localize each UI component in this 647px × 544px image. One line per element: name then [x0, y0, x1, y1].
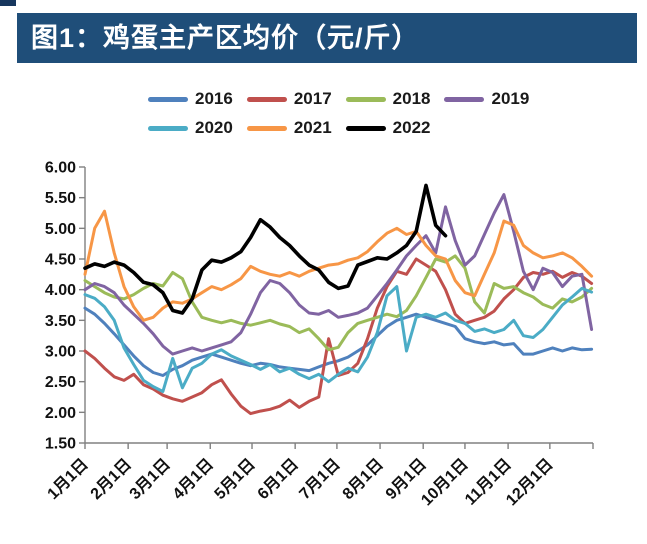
legend-item-2018: 2018 [345, 89, 431, 109]
chart-title-banner: 图1：鸡蛋主产区均价（元/斤） [17, 13, 637, 63]
legend-label: 2016 [195, 89, 233, 108]
legend-swatch-icon [345, 125, 386, 131]
x-axis-tick-label: 5月1日 [211, 455, 259, 503]
legend-label: 2019 [491, 89, 530, 108]
y-axis-tick-label: 5.00 [45, 221, 76, 238]
legend-swatch-icon [246, 96, 287, 102]
y-axis-tick-label: 2.00 [45, 405, 76, 422]
legend-item-2016: 2016 [148, 89, 233, 109]
x-axis-tick-label: 7月1日 [296, 455, 344, 503]
y-axis-tick-label: 4.00 [45, 282, 76, 299]
legend-item-2020: 2020 [148, 118, 233, 138]
y-axis-tick-label: 3.00 [45, 344, 76, 361]
series-line-2022 [83, 183, 448, 315]
y-axis-tick-label: 5.50 [45, 190, 76, 207]
legend-label: 2017 [293, 89, 332, 108]
legend-swatch-icon [444, 96, 485, 102]
y-axis-tick-label: 1.50 [45, 436, 76, 453]
series-line-2021 [83, 209, 594, 322]
legend-item-2017: 2017 [246, 89, 332, 109]
legend-label: 2018 [392, 89, 431, 108]
x-axis-tick-label: 3月1日 [126, 455, 174, 503]
x-axis-tick-label: 12月1日 [502, 455, 556, 509]
series-line-2019 [83, 193, 594, 356]
x-axis-tick-label: 1月1日 [44, 455, 92, 503]
series-line-2020 [83, 285, 594, 393]
chart-title: 图1：鸡蛋主产区均价（元/斤） [31, 23, 420, 53]
top-accent-bar [0, 0, 16, 6]
legend-swatch-icon [246, 125, 287, 131]
legend-row: 2016 2017 2018 2019 [148, 89, 529, 109]
y-axis-tick-label: 3.50 [45, 313, 76, 330]
x-axis-tick-label: 4月1日 [169, 455, 217, 503]
legend-item-2021: 2021 [246, 118, 332, 138]
x-axis-tick-label: 2月1日 [87, 455, 135, 503]
legend-item-2019: 2019 [444, 89, 529, 109]
x-axis-tick-label: 8月1日 [339, 455, 387, 503]
legend-label: 2021 [293, 118, 332, 137]
x-axis-tick-label: 10月1日 [418, 455, 472, 509]
y-axis-tick-label: 6.00 [45, 160, 76, 177]
legend-label: 2022 [392, 118, 431, 137]
x-axis-tick-label: 6月1日 [254, 455, 302, 503]
legend-item-2022: 2022 [345, 118, 431, 138]
y-axis-tick-label: 4.50 [45, 252, 76, 269]
legend-swatch-icon [148, 125, 188, 131]
legend-swatch-icon [148, 96, 188, 102]
legend-label: 2020 [195, 118, 233, 137]
legend-row: 2020 2021 2022 [148, 118, 529, 138]
series-line-2018 [83, 254, 594, 352]
legend-swatch-icon [345, 96, 386, 102]
legend: 2016 2017 2018 2019 2020 2021 2022 [148, 89, 529, 138]
y-axis-tick-label: 2.50 [45, 374, 76, 391]
